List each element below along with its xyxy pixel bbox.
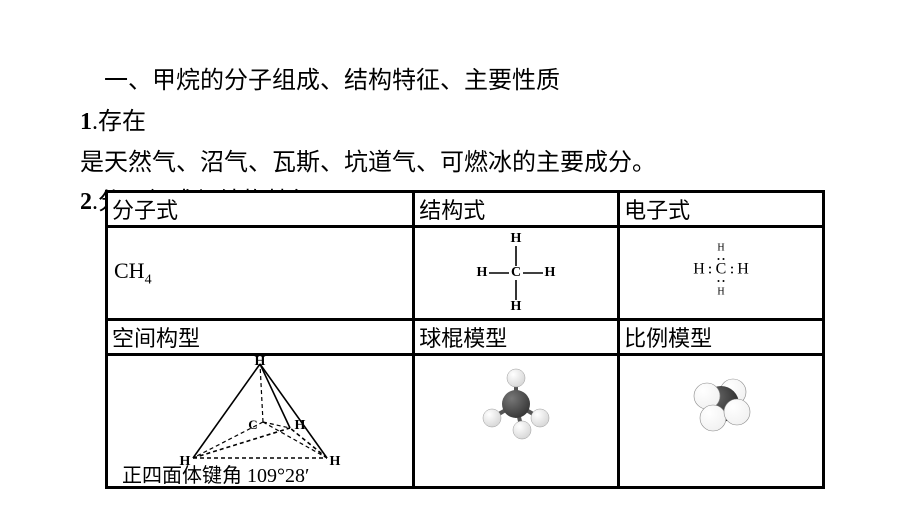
svg-text:H: H: [295, 418, 306, 433]
spacefill-cell: [624, 356, 818, 486]
svg-text:H: H: [511, 299, 522, 314]
hdr-lewis-formula: 电子式: [619, 192, 824, 227]
svg-text:H: H: [255, 356, 266, 369]
hdr-molecular-formula: 分子式: [107, 192, 414, 227]
sec1-title: .存在: [92, 109, 146, 135]
lewis-formula-diagram: CH H H H: [676, 228, 766, 308]
molecular-formula: CH4: [114, 258, 152, 288]
spacefill-model: [671, 356, 771, 446]
hdr-spatial: 空间构型: [107, 320, 414, 355]
sec1-num: 1: [80, 109, 92, 135]
svg-text:C: C: [248, 417, 257, 432]
svg-text:C: C: [511, 265, 521, 280]
svg-text:H: H: [330, 454, 341, 469]
structural-formula-diagram: C H H H H: [461, 228, 571, 318]
svg-text:H: H: [717, 286, 724, 297]
svg-text:H: H: [693, 261, 705, 278]
structural-formula-cell: C H H H H: [419, 228, 613, 318]
ballstick-model: [461, 356, 571, 456]
svg-text:H: H: [737, 261, 749, 278]
section-heading: 一、甲烷的分子组成、结构特征、主要性质: [80, 60, 840, 95]
tetrahedron-diagram: HHHHC: [155, 356, 365, 476]
svg-text:H: H: [477, 265, 488, 280]
hdr-spacefill: 比例模型: [619, 320, 824, 355]
lewis-formula-cell: CH H H H: [624, 228, 818, 318]
hdr-ballstick: 球棍模型: [414, 320, 619, 355]
tetrahedron-cell: HHHHC 正四面体键角 109°28′: [112, 356, 408, 486]
subsection-1-body: 是天然气、沼气、瓦斯、坑道气、可燃冰的主要成分。: [80, 142, 840, 177]
svg-text:H: H: [545, 265, 556, 280]
svg-text:C: C: [716, 261, 727, 278]
ballstick-cell: [419, 356, 613, 486]
subsection-1: 1.存在: [80, 101, 840, 136]
methane-table: 分子式 结构式 电子式 CH4 CHHHH CHHHH 空间构型 球棍模型 比例…: [105, 190, 825, 489]
svg-text:H: H: [717, 242, 724, 253]
hdr-structural-formula: 结构式: [414, 192, 619, 227]
sec2-num: 2: [80, 189, 92, 215]
svg-text:H: H: [511, 231, 522, 246]
tetrahedron-caption: 正四面体键角 109°28′: [122, 459, 309, 488]
